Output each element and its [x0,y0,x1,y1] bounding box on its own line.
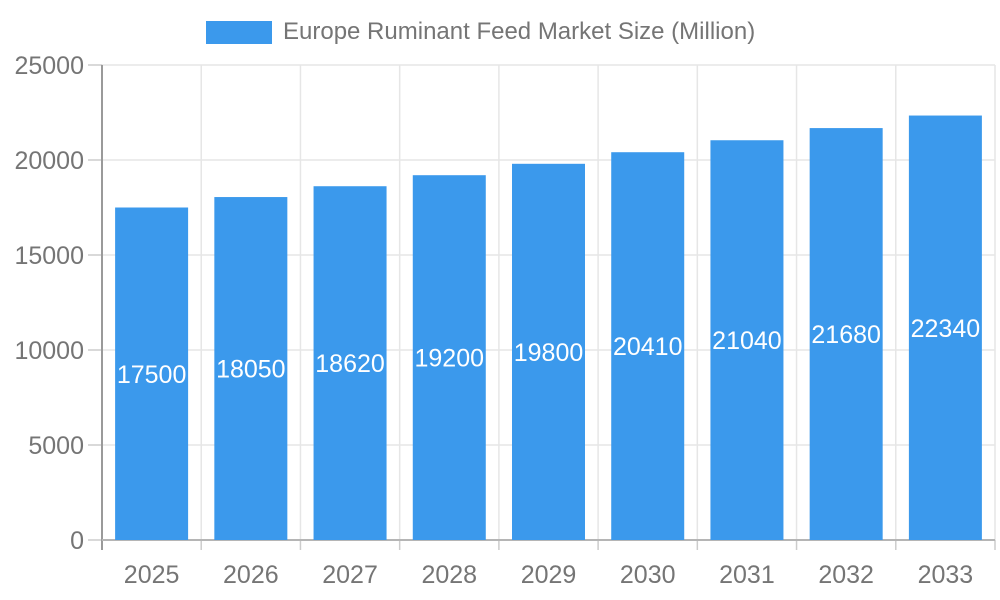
bar-value-label: 18620 [315,350,385,378]
bar-value-label: 19200 [415,345,485,373]
bar-2029[interactable] [512,163,585,541]
gridlines [102,64,996,541]
bar-value-label: 22340 [911,315,981,343]
x-tick-label: 2033 [918,561,974,589]
bar-2026[interactable] [214,197,288,541]
bar-2025[interactable] [115,207,189,541]
bar-value-label: 18050 [216,356,286,384]
axis-tick-labels: 0 5000 10000 15000 20000 25000 2025 2026 2027 202… [14,52,973,589]
bar-2030[interactable] [611,152,685,540]
legend[interactable]: Europe Ruminant Feed Market Size (Millio… [206,18,755,45]
x-tick-label: 2026 [223,561,279,589]
y-tick-label: 10000 [14,337,84,365]
bar-2027[interactable] [313,186,387,540]
legend-label[interactable]: Europe Ruminant Feed Market Size (Millio… [283,18,755,45]
x-tick-label: 2029 [521,561,577,589]
bar-value-label: 19800 [514,339,584,367]
bar-2028[interactable] [412,175,486,540]
bar-2033[interactable] [908,115,982,540]
bar-2032[interactable] [809,128,883,540]
legend-swatch[interactable] [206,21,272,44]
x-tick-label: 2030 [620,561,676,589]
y-tick-label: 0 [70,527,84,555]
x-tick-label: 2032 [818,561,874,589]
y-tick-label: 5000 [28,432,84,460]
y-tick-label: 25000 [14,52,84,80]
x-tick-label: 2028 [421,561,477,589]
x-tick-label: 2027 [322,561,378,589]
x-tick-label: 2025 [124,561,180,589]
bar-value-label: 17500 [117,361,187,389]
bars [115,115,982,541]
y-tick-label: 15000 [14,242,84,270]
bar-value-label: 20410 [613,333,683,361]
bar-value-label: 21040 [712,327,782,355]
bar-2031[interactable] [710,140,784,541]
bar-value-labels: 17500 18050 18620 19200 19800 20410 21040 21680… [117,315,980,389]
x-tick-label: 2031 [719,561,775,589]
bar-value-label: 21680 [811,321,881,349]
y-tick-label: 20000 [14,147,84,175]
